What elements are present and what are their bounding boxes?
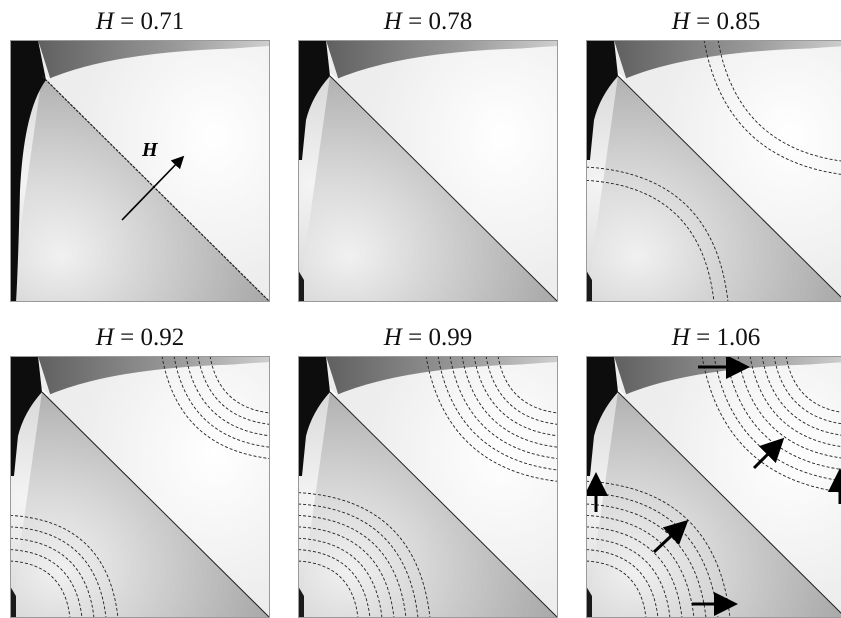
title-equals: =: [114, 324, 141, 351]
title-variable: H: [384, 324, 402, 351]
title-equals: =: [690, 324, 717, 351]
magnetization-map: [586, 40, 841, 302]
title-equals: =: [690, 8, 717, 35]
panel-title: H = 1.06: [586, 322, 841, 354]
title-value: 0.99: [428, 324, 472, 351]
title-value: 0.78: [428, 8, 472, 35]
field-arrow-label: H: [141, 139, 159, 161]
title-variable: H: [384, 8, 402, 35]
title-variable: H: [672, 8, 690, 35]
panel-title: H = 0.99: [298, 322, 558, 354]
title-equals: =: [114, 8, 141, 35]
simulation-plot: [586, 40, 841, 302]
title-equals: =: [402, 324, 429, 351]
panel-title: H = 0.92: [10, 322, 270, 354]
magnetization-map: H: [10, 40, 270, 302]
title-value: 0.71: [140, 8, 184, 35]
simulation-plot: [298, 40, 558, 302]
title-variable: H: [96, 8, 114, 35]
title-variable: H: [672, 324, 690, 351]
panel-title: H = 0.85: [586, 6, 841, 38]
title-value: 1.06: [716, 324, 760, 351]
magnetization-map: [586, 356, 841, 618]
title-value: 0.92: [140, 324, 184, 351]
magnetization-map: [298, 356, 558, 618]
simulation-plot: [586, 356, 841, 618]
simulation-plot: [298, 356, 558, 618]
magnetization-map: [298, 40, 558, 302]
simulation-plot: H: [10, 40, 270, 302]
title-variable: H: [96, 324, 114, 351]
magnetization-map: [10, 356, 270, 618]
title-equals: =: [402, 8, 429, 35]
simulation-plot: [10, 356, 270, 618]
panel-title: H = 0.78: [298, 6, 558, 38]
title-value: 0.85: [716, 8, 760, 35]
panel-title: H = 0.71: [10, 6, 270, 38]
